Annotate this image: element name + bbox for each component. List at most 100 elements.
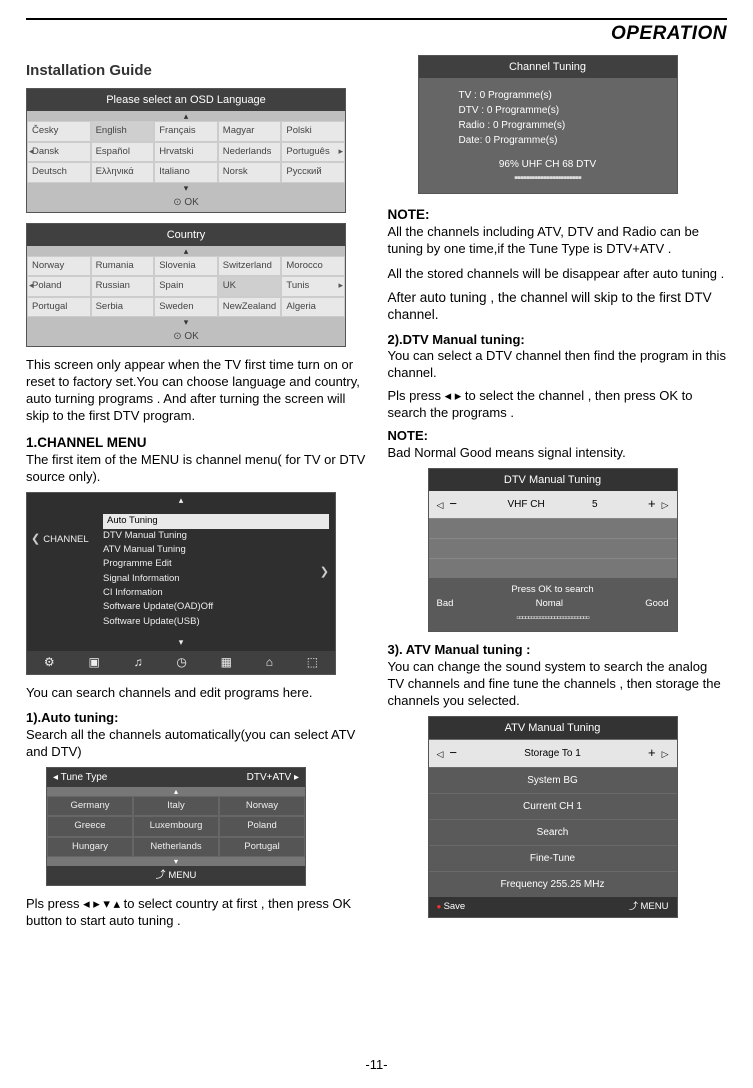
arrow-up-bar: ▴	[27, 111, 345, 121]
lang-cell[interactable]: Español	[91, 142, 155, 162]
atv-row[interactable]: Search	[429, 819, 677, 845]
arrow-up-icon: ▴	[27, 493, 335, 509]
lang-cell[interactable]: Русский	[281, 162, 345, 182]
channel-menu-item[interactable]: Software Update(USB)	[103, 615, 329, 629]
lang-cell[interactable]: Magyar	[218, 121, 282, 141]
country-cell[interactable]: Spain	[154, 276, 218, 296]
lang-cell[interactable]: Deutsch	[27, 162, 91, 182]
lang-cell[interactable]: Português	[281, 142, 345, 162]
atv-manual-box: ATV Manual Tuning ◁ − Storage To 1 + ▷ S…	[428, 716, 678, 919]
country-cell[interactable]: Switzerland	[218, 256, 282, 276]
country-cell[interactable]: Norway	[27, 256, 91, 276]
lang-cell[interactable]: Polski	[281, 121, 345, 141]
tune-menu-button[interactable]: MENU	[47, 866, 305, 885]
channel-menu-item[interactable]: Programme Edit	[103, 557, 329, 571]
arrow-down-bar: ▾	[47, 857, 305, 866]
atv-row[interactable]: Current CH 1	[429, 793, 677, 819]
channel-tuning-panel: Channel Tuning TV : 0 Programme(s) DTV :…	[418, 55, 678, 195]
apps-icon: ▦	[221, 655, 232, 671]
dtv-row-label: VHF CH	[507, 498, 544, 511]
tune-cell[interactable]: Italy	[133, 796, 219, 816]
channel-menu-item[interactable]: Auto Tuning	[103, 514, 329, 528]
atv-row[interactable]: System BG	[429, 767, 677, 793]
atv-foot: Save MENU	[429, 897, 677, 917]
save-button[interactable]: Save	[437, 901, 466, 913]
lang-cell[interactable]: Italiano	[154, 162, 218, 182]
country-cell[interactable]: Morocco	[281, 256, 345, 276]
country-cell[interactable]: UK	[218, 276, 282, 296]
channel-menu-list[interactable]: Auto Tuning DTV Manual Tuning ATV Manual…	[103, 514, 329, 629]
auto-tune-heading: 1).Auto tuning:	[26, 710, 366, 727]
atv-manual-intro: You can change the sound system to searc…	[388, 659, 728, 710]
atv-row[interactable]: ◁ − Storage To 1 + ▷	[429, 739, 677, 767]
music-icon: ♫	[134, 655, 143, 671]
tune-cell[interactable]: Greece	[47, 816, 133, 836]
ct-foot-text: 96% UHF CH 68 DTV	[419, 158, 677, 171]
ct-line: TV : 0 Programme(s)	[459, 88, 657, 103]
country-cell[interactable]: NewZealand	[218, 297, 282, 317]
lang-cell[interactable]: Česky	[27, 121, 91, 141]
lang-cell[interactable]: Nederlands	[218, 142, 282, 162]
tune-type-header[interactable]: ◂ Tune Type DTV+ATV ▸	[47, 768, 305, 787]
osd-country-grid[interactable]: Norway Rumania Slovenia Switzerland Moro…	[27, 256, 345, 317]
lang-cell[interactable]: Ελληνικά	[91, 162, 155, 182]
tune-cell[interactable]: Luxembourg	[133, 816, 219, 836]
osd-ok[interactable]: OK	[27, 327, 345, 346]
ct-line: Date: 0 Programme(s)	[459, 133, 657, 148]
page-number: -11-	[365, 1057, 387, 1074]
atv-row[interactable]: Fine-Tune	[429, 845, 677, 871]
channel-menu-intro: The first item of the MENU is channel me…	[26, 452, 366, 486]
lang-cell[interactable]: Norsk	[218, 162, 282, 182]
tune-cell[interactable]: Germany	[47, 796, 133, 816]
dtv-manual-heading: 2).DTV Manual tuning:	[388, 332, 728, 349]
osd-language-grid[interactable]: Česky English Français Magyar Polski Dan…	[27, 121, 345, 182]
osd-ok[interactable]: OK	[27, 193, 345, 212]
country-cell[interactable]: Tunis	[281, 276, 345, 296]
scale-bad: Bad	[437, 598, 454, 610]
country-cell[interactable]: Algeria	[281, 297, 345, 317]
osd-country-title: Country	[27, 224, 345, 246]
right-column: Channel Tuning TV : 0 Programme(s) DTV :…	[388, 55, 728, 936]
ct-line: DTV : 0 Programme(s)	[459, 103, 657, 118]
channel-menu-item[interactable]: Signal Information	[103, 572, 329, 586]
dtv-manual-p1: You can select a DTV channel then find t…	[388, 348, 728, 382]
dtv-row[interactable]: ◁ − VHF CH 5 + ▷	[429, 491, 677, 518]
note1-p2: All the stored channels will be disappea…	[388, 266, 728, 283]
lang-cell[interactable]: Dansk	[27, 142, 91, 162]
menu-button[interactable]: MENU	[629, 901, 669, 913]
progress-bar: ▪▪▪▪▪▪▪▪▪▪▪▪▪▪▪▪▪▪▪▪▪▪▪	[419, 171, 677, 185]
tune-cell[interactable]: Poland	[219, 816, 305, 836]
channel-menu-item[interactable]: Software Update(OAD)Off	[103, 600, 329, 614]
channel-menu-side: CHANNEL	[27, 508, 97, 635]
tune-country-grid[interactable]: Germany Italy Norway Greece Luxembourg P…	[47, 796, 305, 857]
scale-good: Good	[645, 598, 668, 610]
channel-menu-item[interactable]: CI Information	[103, 586, 329, 600]
gear-icon: ⚙	[44, 655, 55, 671]
channel-menu-item[interactable]: DTV Manual Tuning	[103, 529, 329, 543]
tune-cell[interactable]: Portugal	[219, 837, 305, 857]
channel-menu-iconbar: ⚙ ▣ ♫ ◷ ▦ ⌂ ⬚	[27, 651, 335, 675]
country-cell[interactable]: Poland	[27, 276, 91, 296]
lock-icon: ⌂	[266, 655, 273, 671]
cube-icon: ⬚	[307, 655, 318, 671]
dtv-box-title: DTV Manual Tuning	[429, 469, 677, 491]
country-cell[interactable]: Portugal	[27, 297, 91, 317]
header-rule	[26, 18, 727, 20]
country-cell[interactable]: Rumania	[91, 256, 155, 276]
dtv-row-val: 5	[592, 498, 598, 511]
left-column: Installation Guide Please select an OSD …	[26, 55, 366, 936]
ct-line: Radio : 0 Programme(s)	[459, 118, 657, 133]
header-operation: OPERATION	[26, 22, 727, 47]
tune-cell[interactable]: Norway	[219, 796, 305, 816]
channel-tuning-title: Channel Tuning	[419, 56, 677, 78]
country-cell[interactable]: Slovenia	[154, 256, 218, 276]
country-cell[interactable]: Russian	[91, 276, 155, 296]
lang-cell[interactable]: English	[91, 121, 155, 141]
country-cell[interactable]: Serbia	[91, 297, 155, 317]
lang-cell[interactable]: Français	[154, 121, 218, 141]
tune-cell[interactable]: Netherlands	[133, 837, 219, 857]
tune-cell[interactable]: Hungary	[47, 837, 133, 857]
lang-cell[interactable]: Hrvatski	[154, 142, 218, 162]
channel-menu-item[interactable]: ATV Manual Tuning	[103, 543, 329, 557]
country-cell[interactable]: Sweden	[154, 297, 218, 317]
